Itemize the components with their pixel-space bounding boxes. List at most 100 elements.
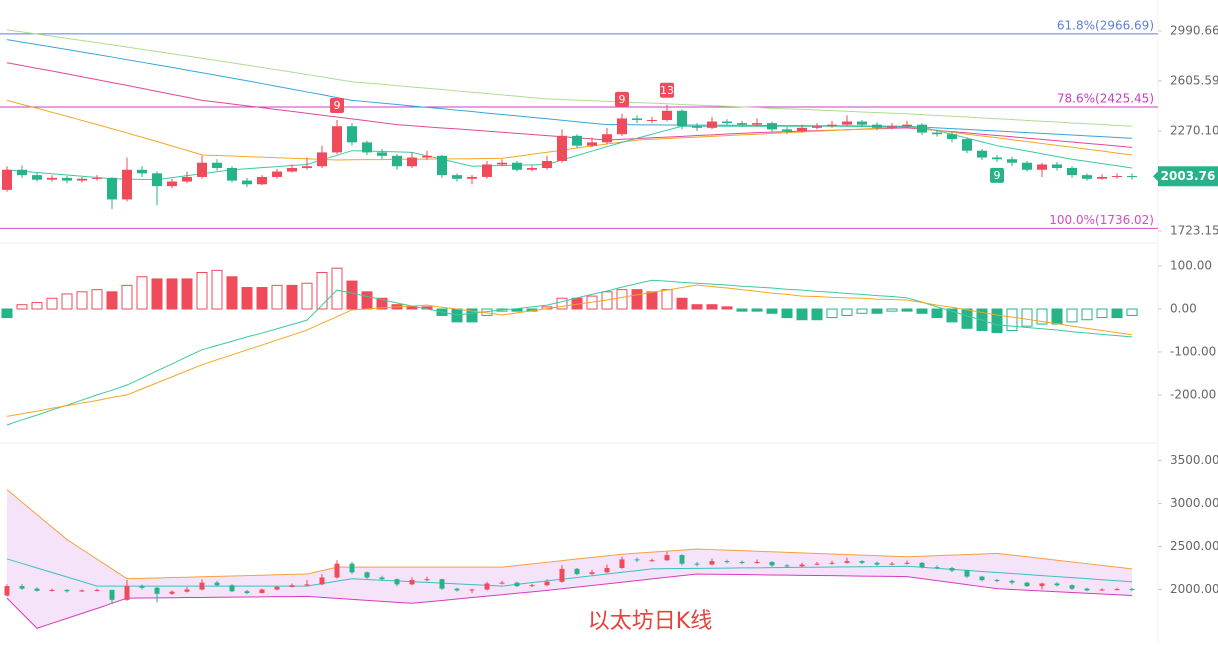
candle-body bbox=[184, 589, 190, 592]
macd-bar bbox=[301, 282, 313, 310]
candle-body bbox=[737, 123, 747, 125]
candle-body bbox=[754, 561, 760, 563]
macd-bar bbox=[61, 293, 73, 310]
candle-body bbox=[814, 563, 820, 565]
td-marker bbox=[330, 97, 344, 113]
macd-bar bbox=[856, 308, 868, 314]
candle-body bbox=[49, 589, 55, 591]
candle-body bbox=[109, 589, 115, 600]
macd-bar bbox=[811, 308, 823, 321]
candle-body bbox=[572, 135, 582, 146]
macd-bar bbox=[631, 289, 643, 310]
macd-bar bbox=[106, 291, 118, 310]
candle-body bbox=[1069, 585, 1075, 589]
candle-body bbox=[139, 586, 145, 588]
macd-bar bbox=[736, 308, 748, 312]
candle-body bbox=[349, 563, 355, 573]
band-fill bbox=[7, 489, 1132, 629]
macd-bar bbox=[46, 297, 58, 310]
candle-body bbox=[212, 162, 222, 168]
candle-body bbox=[707, 121, 717, 128]
macd-bar bbox=[901, 308, 913, 312]
macd-line bbox=[6, 284, 1133, 417]
candle-body bbox=[1127, 176, 1137, 178]
candle-body bbox=[199, 582, 205, 590]
candle-body bbox=[739, 561, 745, 563]
candle-body bbox=[799, 564, 805, 567]
candle-body bbox=[409, 580, 415, 585]
candle-body bbox=[64, 589, 70, 592]
candle-body bbox=[152, 173, 162, 187]
candle-body bbox=[289, 585, 295, 587]
candle-body bbox=[469, 589, 475, 591]
candle-body bbox=[874, 562, 880, 565]
candle-body bbox=[452, 175, 462, 179]
macd-bar bbox=[211, 269, 223, 310]
macd-bar bbox=[241, 287, 253, 310]
level-label: 61.8%(2966.69) bbox=[1057, 18, 1154, 32]
macd-bar bbox=[796, 308, 808, 321]
candle-body bbox=[92, 177, 102, 179]
candle-body bbox=[1082, 175, 1092, 179]
macd-bar bbox=[286, 284, 298, 310]
candle-body bbox=[617, 118, 627, 135]
macd-bar bbox=[121, 284, 133, 310]
candle-body bbox=[962, 139, 972, 151]
y-tick-label: 1723.15 bbox=[1170, 224, 1218, 238]
candle-body bbox=[407, 157, 417, 167]
candle-body bbox=[664, 555, 670, 561]
candle-body bbox=[679, 555, 685, 564]
macd-bar bbox=[556, 297, 568, 310]
watermark: 以太坊日K线 bbox=[588, 609, 712, 634]
candle-body bbox=[17, 169, 27, 176]
candle-body bbox=[859, 561, 865, 563]
candle-body bbox=[589, 572, 595, 575]
candle-body bbox=[499, 582, 505, 584]
candle-body bbox=[934, 567, 940, 569]
candle-body bbox=[122, 169, 132, 200]
candle-body bbox=[844, 561, 850, 563]
candle-body bbox=[887, 126, 897, 128]
candle-body bbox=[782, 129, 792, 132]
candle-body bbox=[932, 132, 942, 135]
candle-body bbox=[1067, 167, 1077, 176]
y-tick-label: -200.00 bbox=[1170, 387, 1216, 401]
candle-body bbox=[4, 586, 10, 596]
candle-body bbox=[62, 177, 72, 181]
candle-body bbox=[992, 157, 1002, 160]
macd-bar bbox=[1081, 308, 1093, 321]
ma-line bbox=[6, 125, 1133, 181]
macd-bar bbox=[1051, 308, 1063, 325]
candle-body bbox=[1054, 583, 1060, 586]
candle-body bbox=[467, 176, 477, 179]
macd-bar bbox=[871, 308, 883, 314]
candle-body bbox=[872, 124, 882, 128]
band-middle bbox=[6, 558, 1133, 587]
macd-bar bbox=[166, 278, 178, 310]
y-tick-label: 2000.00 bbox=[1170, 582, 1218, 596]
candle-body bbox=[619, 559, 625, 568]
level-label: 78.6%(2425.45) bbox=[1057, 91, 1154, 105]
y-tick-label: -100.00 bbox=[1170, 344, 1216, 358]
y-tick-label: 2500.00 bbox=[1170, 539, 1218, 553]
macd-bar bbox=[1021, 308, 1033, 327]
candle-body bbox=[977, 150, 987, 158]
macd-bar bbox=[661, 289, 673, 310]
candle-body bbox=[752, 123, 762, 125]
candle-body bbox=[47, 177, 57, 180]
macd-bar bbox=[841, 308, 853, 316]
candle-body bbox=[647, 119, 657, 121]
candle-body bbox=[709, 561, 715, 565]
candle-body bbox=[902, 124, 912, 127]
candle-body bbox=[482, 164, 492, 177]
candle-body bbox=[454, 588, 460, 591]
candle-body bbox=[377, 152, 387, 156]
candle-body bbox=[1114, 589, 1120, 591]
y-tick-label: 2990.66 bbox=[1170, 23, 1218, 37]
y-tick-label: 3500.00 bbox=[1170, 453, 1218, 467]
candle-body bbox=[167, 181, 177, 187]
candle-body bbox=[1039, 583, 1045, 587]
candle-body bbox=[784, 565, 790, 567]
candle-body bbox=[559, 568, 565, 582]
macd-bar bbox=[1126, 308, 1138, 316]
